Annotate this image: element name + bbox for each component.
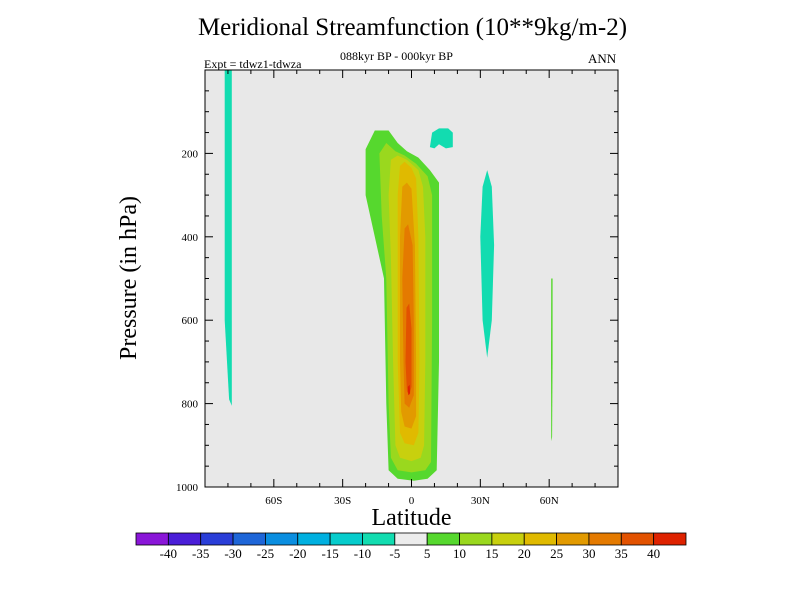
colorbar-swatch <box>135 532 169 546</box>
colorbar-label: 30 <box>582 546 595 561</box>
y-tick-label: 1000 <box>176 482 199 494</box>
x-tick-label: 60S <box>265 495 282 507</box>
y-tick-label: 800 <box>182 399 199 411</box>
colorbar-label: 25 <box>550 546 563 561</box>
colorbar-label: 20 <box>518 546 531 561</box>
colorbar-label: 35 <box>615 546 628 561</box>
y-tick-label: 200 <box>182 148 199 160</box>
x-tick-label: 30N <box>471 495 490 507</box>
colorbar-swatch <box>588 532 622 546</box>
colorbar-label: -20 <box>289 546 306 561</box>
colorbar-swatch <box>426 532 460 546</box>
contour-region <box>407 384 411 396</box>
season-label: ANN <box>588 51 617 66</box>
colorbar-label: -35 <box>192 546 209 561</box>
colorbar-label: -5 <box>389 546 400 561</box>
y-axis-label: Pressure (in hPa) <box>116 196 142 360</box>
colorbar-swatch <box>459 532 493 546</box>
x-tick-label: 0 <box>409 495 415 507</box>
colorbar-swatch <box>491 532 525 546</box>
colorbar-label: 15 <box>485 546 498 561</box>
contour-region <box>429 128 453 149</box>
y-tick-label: 600 <box>182 315 199 327</box>
colorbar-swatch <box>167 532 202 546</box>
contour-region <box>551 278 553 442</box>
experiment-label: Expt = tdwz1-tdwza <box>204 57 302 71</box>
colorbar-swatch <box>265 532 299 546</box>
y-tick-label: 400 <box>182 232 199 244</box>
colorbar-label: 5 <box>424 546 431 561</box>
contour-region <box>224 70 232 406</box>
x-tick-label: 60N <box>540 495 559 507</box>
colorbar-swatch <box>394 532 428 546</box>
contour-region <box>405 303 412 396</box>
colorbar-swatch <box>620 532 655 546</box>
x-axis-label: Latitude <box>372 505 452 531</box>
colorbar-label: -25 <box>257 546 274 561</box>
colorbar-swatch <box>297 532 331 546</box>
colorbar-swatch <box>232 532 266 546</box>
colorbar-swatch <box>200 532 234 546</box>
colorbar-swatch <box>556 532 590 546</box>
colorbar-label: 40 <box>647 546 660 561</box>
chart-title: Meridional Streamfunction (10**9kg/m-2) <box>197 14 628 41</box>
contour-region <box>480 170 495 358</box>
chart-subtitle: 088kyr BP - 000kyr BP <box>340 49 453 63</box>
colorbar-label: -15 <box>321 546 338 561</box>
colorbar-swatch <box>523 532 557 546</box>
x-tick-label: 30S <box>334 495 351 507</box>
colorbar-swatch <box>653 532 687 546</box>
colorbar-label: -10 <box>354 546 371 561</box>
colorbar-swatch <box>329 532 363 546</box>
colorbar-label: -40 <box>160 546 177 561</box>
colorbar-label: 10 <box>453 546 466 561</box>
colorbar-swatch <box>362 532 396 546</box>
colorbar-label: -30 <box>224 546 241 561</box>
